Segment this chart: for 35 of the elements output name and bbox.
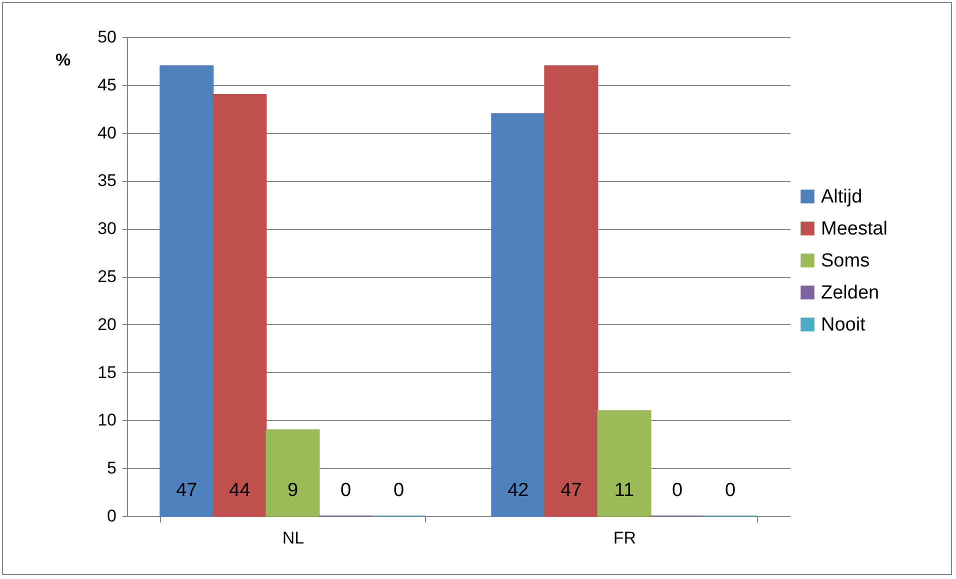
bar — [597, 410, 652, 516]
data-label: 44 — [229, 480, 251, 501]
y-tick-label: 40 — [98, 123, 116, 142]
bar — [212, 94, 267, 516]
data-label: 11 — [614, 480, 634, 501]
x-tick-label: FR — [613, 528, 636, 548]
data-label: 0 — [340, 480, 352, 501]
data-label: 47 — [176, 480, 198, 501]
data-label: 0 — [672, 480, 683, 501]
bar — [160, 65, 214, 516]
data-label: 0 — [394, 480, 404, 501]
y-axis-title: % — [56, 50, 71, 70]
y-tick-label: 45 — [98, 75, 116, 94]
y-tick-label: 0 — [107, 506, 116, 526]
y-tick-label: 10 — [98, 410, 116, 430]
legend-label: Zelden — [821, 282, 880, 304]
legend-label: Meestal — [821, 218, 888, 240]
y-tick-label: 25 — [98, 267, 116, 286]
legend-label: Soms — [821, 250, 870, 272]
y-tick-label: 15 — [98, 362, 116, 382]
data-label: 47 — [560, 480, 582, 501]
y-tick-label: 50 — [98, 28, 116, 46]
y-tick-label: 5 — [107, 458, 116, 478]
y-tick-label: 35 — [98, 171, 116, 190]
legend-label: Nooit — [821, 314, 866, 336]
y-tick-label: 30 — [98, 219, 116, 238]
x-tick-label: NL — [282, 528, 304, 548]
data-label: 9 — [287, 480, 298, 501]
bar — [266, 429, 320, 516]
data-label: 0 — [725, 480, 736, 501]
data-label: 42 — [508, 480, 529, 501]
bar — [491, 113, 546, 516]
bar — [544, 65, 598, 516]
legend-label: Altijd — [821, 186, 862, 208]
y-tick-label: 20 — [98, 314, 116, 334]
